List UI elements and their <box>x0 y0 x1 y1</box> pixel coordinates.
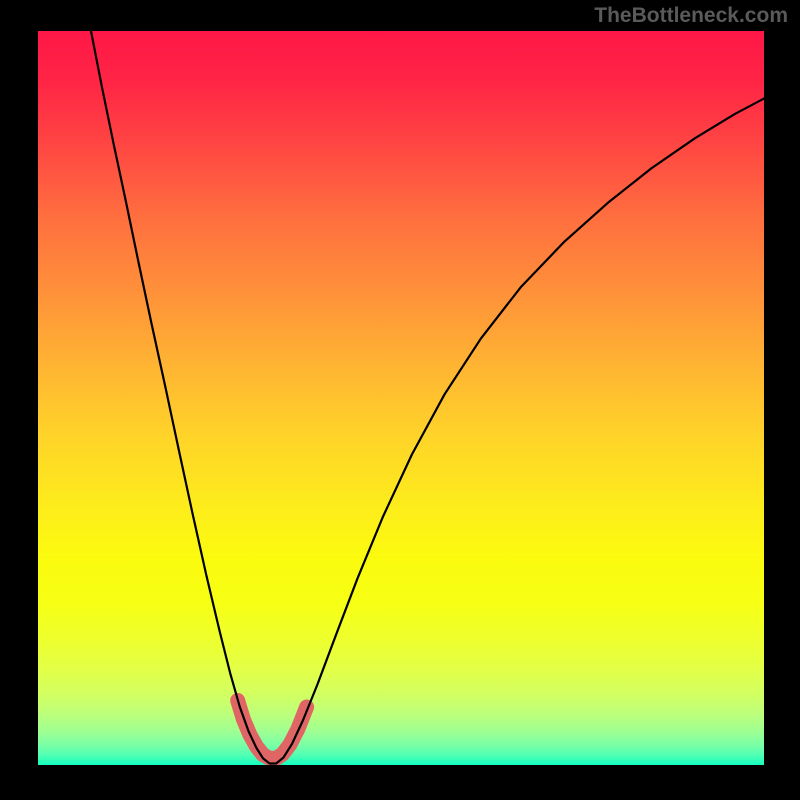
attribution-text: TheBottleneck.com <box>594 4 788 28</box>
bottleneck-curve <box>91 31 764 764</box>
chart-overlay <box>38 31 764 765</box>
plot-area <box>38 31 764 765</box>
